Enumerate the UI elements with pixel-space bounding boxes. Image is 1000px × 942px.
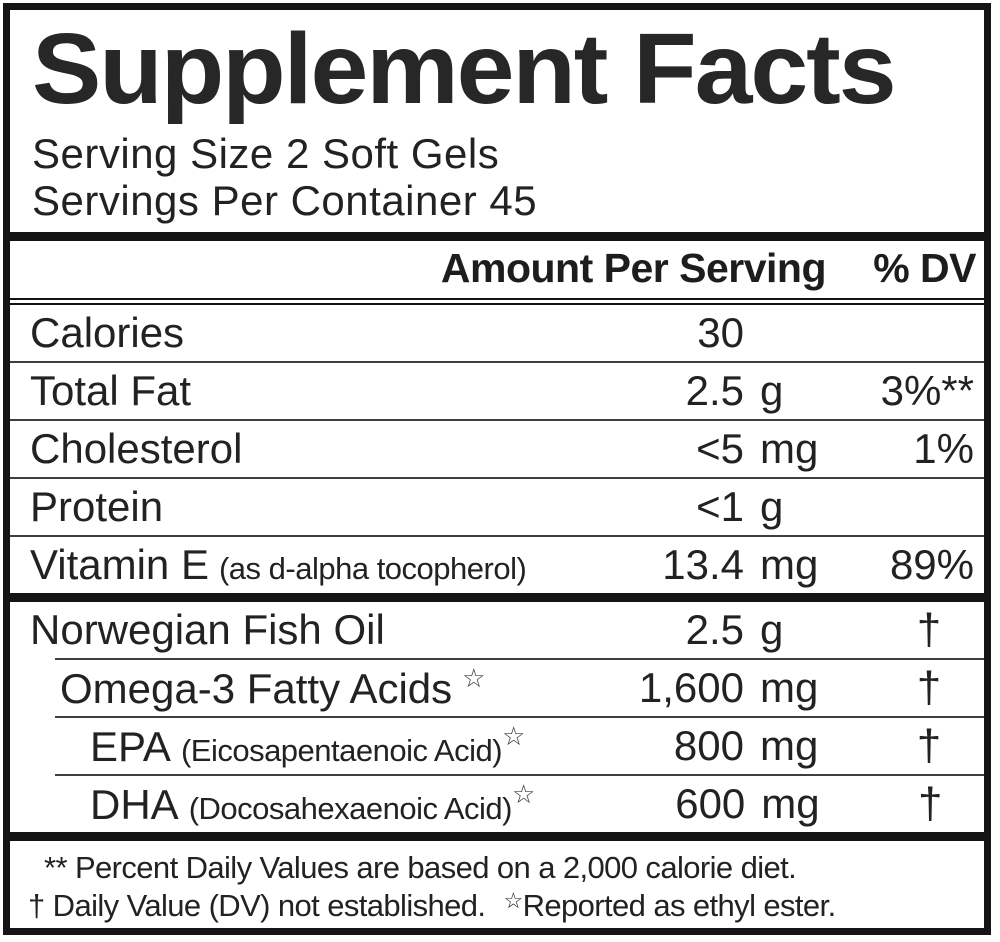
amount-value: 600	[675, 780, 746, 828]
footnote-percent-dv: ** Percent Daily Values are based on a 2…	[44, 850, 797, 886]
row-divider	[10, 477, 984, 480]
amount-value: 13.4	[662, 541, 744, 589]
amount-value: <1	[696, 483, 744, 531]
nutrient-name: DHA	[90, 781, 179, 829]
row-divider	[10, 361, 984, 364]
row-total-fat: Total Fat 2.5 g 3%**	[10, 363, 984, 419]
nutrient-note: (as d-alpha tocopherol)	[218, 551, 527, 587]
nutrient-name: Cholesterol	[30, 425, 243, 473]
nutrient-name: Protein	[30, 483, 164, 531]
star-icon: ☆	[511, 779, 536, 810]
section-divider-bar	[10, 232, 984, 242]
nutrient-name: Norwegian Fish Oil	[30, 606, 385, 654]
row-epa: EPA (Eicosapentaenoic Acid)☆ 800 mg †	[10, 718, 984, 774]
amount-unit: g	[760, 367, 784, 415]
nutrient-name: EPA	[90, 723, 171, 771]
nutrient-name: Omega-3 Fatty Acids	[60, 665, 453, 713]
row-calories: Calories 30	[10, 305, 984, 361]
amount-value: 30	[697, 309, 744, 357]
serving-size: Serving Size 2 Soft Gels	[32, 130, 500, 177]
dv-value: 89%	[889, 541, 974, 589]
amount-value: 2.5	[685, 606, 744, 654]
footnote-dagger-text: † Daily Value (DV) not established.	[28, 888, 486, 924]
row-vitamin-e: Vitamin E (as d-alpha tocopherol) 13.4 mg …	[10, 537, 984, 593]
footnote-star-text: Reported as ethyl ester.	[522, 888, 837, 924]
footnotes: ** Percent Daily Values are based on a 2…	[10, 841, 984, 928]
amount-unit: g	[760, 483, 784, 531]
row-divider	[10, 535, 984, 538]
amount-per-serving-header: Amount Per Serving	[440, 245, 827, 292]
row-divider	[55, 774, 984, 777]
nutrient-note: (Eicosapentaenoic Acid)	[180, 733, 503, 769]
section-divider-bar	[10, 832, 984, 842]
star-icon: ☆	[503, 888, 523, 914]
amount-value: <5	[696, 425, 744, 473]
label-header: Supplement Facts Serving Size 2 Soft Gel…	[10, 10, 984, 232]
nutrient-name: Calories	[30, 309, 185, 357]
amount-unit: mg	[761, 780, 820, 828]
row-omega-3-fatty-acids: Omega-3 Fatty Acids ☆ 1,600 mg †	[10, 660, 984, 716]
row-norwegian-fish-oil: Norwegian Fish Oil 2.5 g †	[10, 602, 984, 658]
dv-value: 3%**	[880, 367, 974, 415]
row-dha: DHA (Docosahexaenoic Acid)☆ 600 mg †	[10, 776, 984, 832]
row-protein: Protein <1 g	[10, 479, 984, 535]
row-divider	[55, 716, 984, 719]
dv-dagger: †	[916, 721, 942, 771]
amount-unit: mg	[760, 664, 819, 712]
amount-unit: mg	[760, 722, 819, 770]
supplement-facts-label: Supplement Facts Serving Size 2 Soft Gel…	[3, 3, 991, 935]
amount-unit: g	[760, 606, 784, 654]
row-divider	[10, 419, 984, 422]
percent-dv-header: % DV	[873, 245, 976, 292]
amount-unit: mg	[760, 425, 819, 473]
nutrient-name: Total Fat	[30, 367, 192, 415]
column-header-row: Amount Per Serving % DV	[10, 241, 984, 306]
dv-dagger: †	[916, 663, 942, 713]
nutrient-name: Vitamin E	[30, 541, 209, 589]
amount-value: 800	[673, 722, 744, 770]
amount-value: 2.5	[685, 367, 744, 415]
section-divider-bar	[10, 593, 984, 603]
star-icon: ☆	[462, 663, 486, 694]
amount-value: 1,600	[638, 664, 744, 712]
star-icon: ☆	[502, 721, 526, 752]
label-title: Supplement Facts	[32, 13, 897, 125]
dv-dagger: †	[918, 779, 943, 829]
nutrient-note: (Docosahexaenoic Acid)	[188, 791, 513, 827]
amount-unit: mg	[760, 541, 819, 589]
row-cholesterol: Cholesterol <5 mg 1%	[10, 421, 984, 477]
footnote-dagger-star: † Daily Value (DV) not established. ☆Repo…	[28, 887, 974, 925]
row-divider	[55, 658, 984, 661]
servings-per-container: Servings Per Container 45	[32, 177, 538, 225]
dv-dagger: †	[916, 605, 942, 655]
dv-value: 1%	[913, 425, 974, 473]
